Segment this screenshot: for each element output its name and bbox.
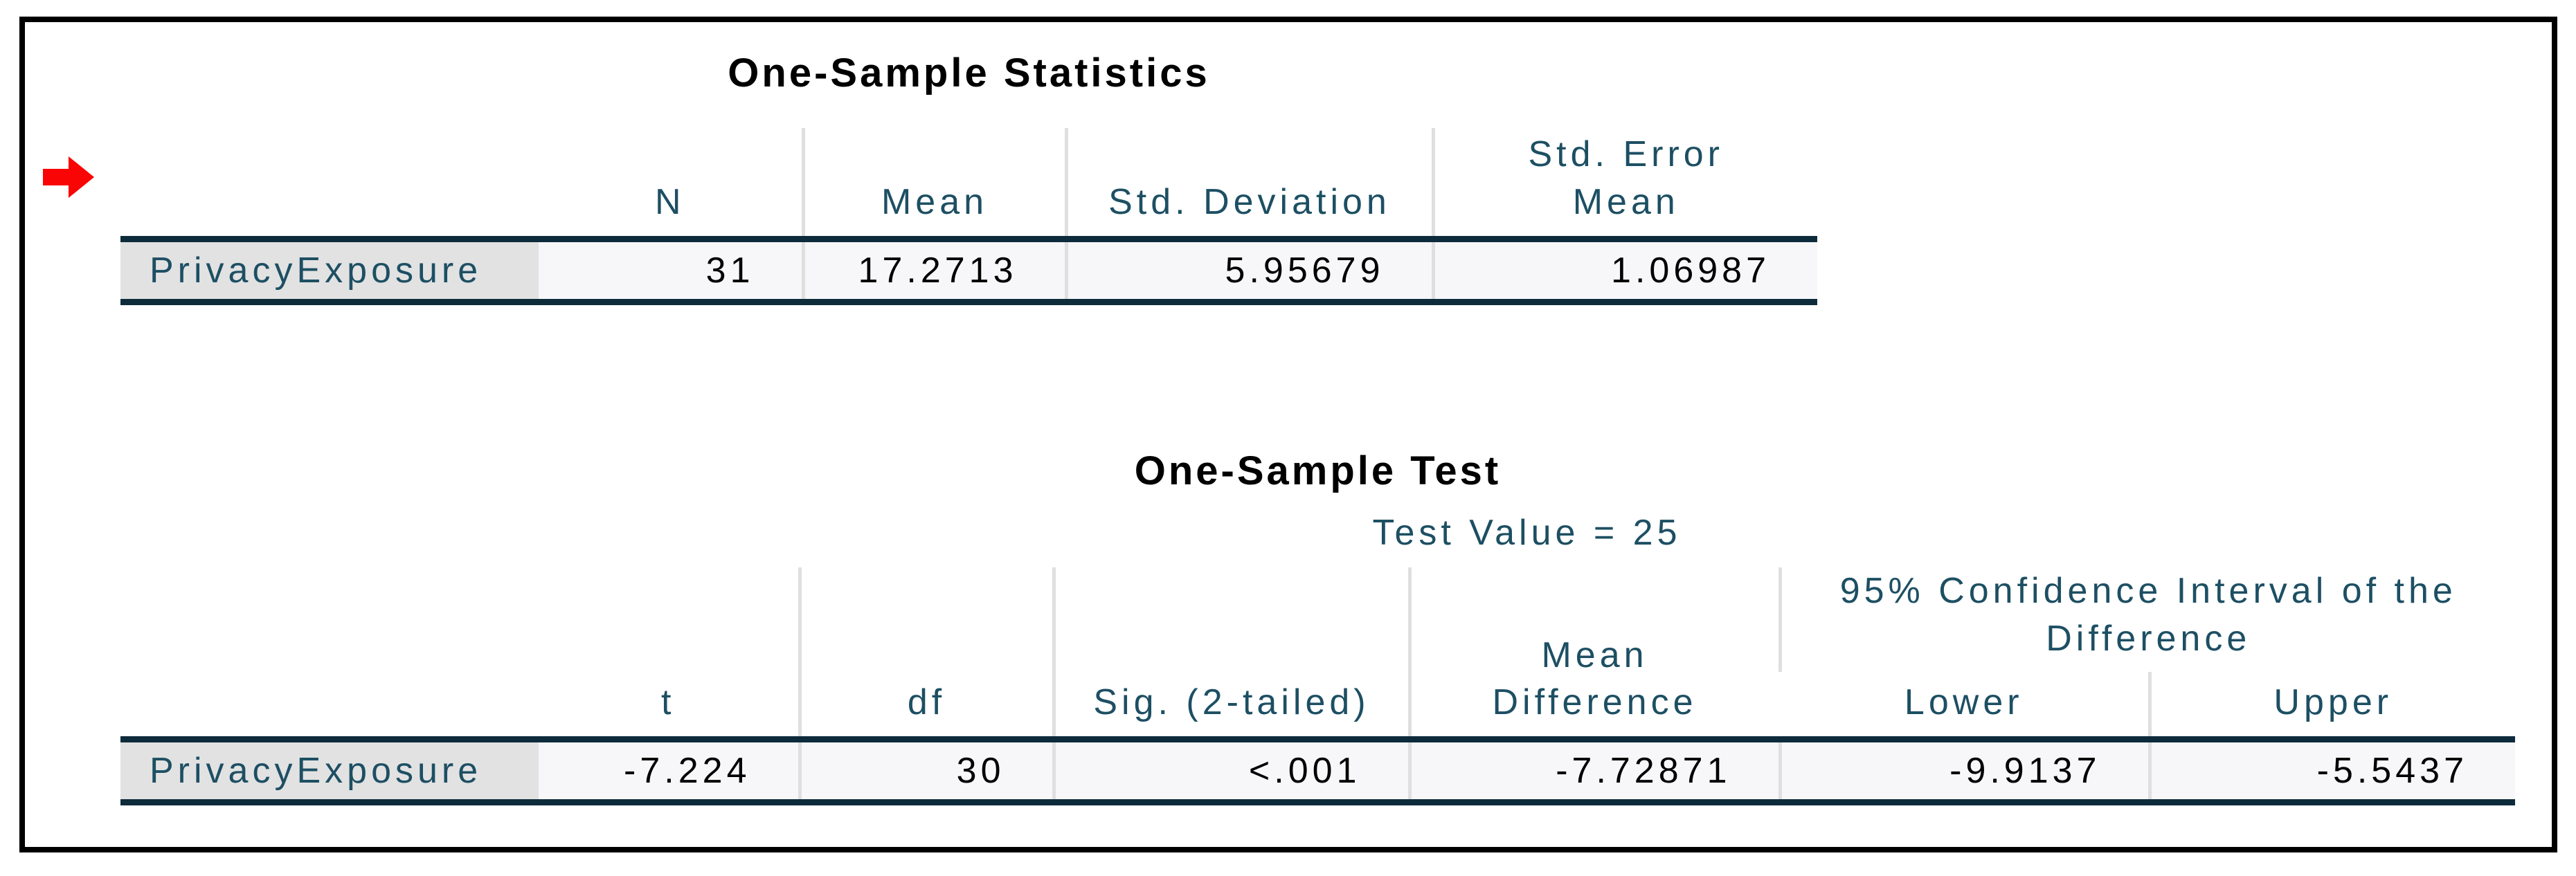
- one-sample-statistics-section: One-Sample Statistics N Mean Std. Deviat…: [120, 42, 1817, 305]
- value-n: 31: [539, 235, 803, 305]
- one-sample-test-section: One-Sample Test Test Value = 25 t df Sig…: [120, 443, 2515, 805]
- col-header-df: df: [798, 567, 1054, 740]
- value-ci-lower: -9.9137: [1778, 736, 2150, 805]
- value-ci-upper: -5.5437: [2147, 736, 2515, 805]
- corner-cell: [120, 498, 539, 739]
- col-header-mean-difference: Mean Difference: [1407, 567, 1780, 740]
- stats-table-title: One-Sample Statistics: [728, 50, 1210, 95]
- value-t: -7.224: [539, 736, 800, 805]
- ci-subheader-row: Lower Upper: [120, 672, 2515, 740]
- test-value-spanner-row: Test Value = 25: [120, 498, 2515, 567]
- col-header-t: t: [661, 682, 676, 723]
- col-header-upper: Upper: [2147, 672, 2515, 740]
- test-table-title: One-Sample Test: [1134, 448, 1502, 493]
- ci-spanner: 95% Confidence Interval of the Differenc…: [1778, 567, 2515, 673]
- value-mean-difference: -7.72871: [1407, 736, 1780, 805]
- value-std-error-mean: 1.06987: [1431, 235, 1817, 305]
- stats-header-row: N Mean Std. Deviation Std. Error Mean: [120, 128, 1817, 239]
- value-mean: 17.2713: [801, 235, 1066, 305]
- col-header-mean: Mean: [801, 128, 1066, 239]
- one-sample-statistics-table: N Mean Std. Deviation Std. Error Mean Pr…: [120, 104, 1817, 305]
- test-data-row: PrivacyExposure -7.224 30 <.001 -7.72871…: [120, 736, 2515, 805]
- col-header-std-deviation: Std. Deviation: [1064, 128, 1433, 239]
- row-label-privacyexposure: PrivacyExposure: [120, 235, 539, 305]
- test-value-spanner: Test Value = 25: [1372, 512, 1682, 553]
- col-header-lower: Lower: [1904, 682, 2024, 723]
- corner-cell: [120, 128, 539, 239]
- value-df: 30: [798, 736, 1054, 805]
- row-label-privacyexposure: PrivacyExposure: [120, 736, 539, 805]
- col-header-n: N: [654, 181, 685, 222]
- col-header-sig-2-tailed: Sig. (2-tailed): [1052, 567, 1409, 740]
- stats-data-row: PrivacyExposure 31 17.2713 5.95679 1.069…: [120, 235, 1817, 305]
- test-header-row: t df Sig. (2-tailed) Mean Difference 95%…: [120, 567, 2515, 740]
- one-sample-test-table: Test Value = 25 t df Sig. (2-tailed) Mea…: [120, 498, 2515, 805]
- value-std-deviation: 5.95679: [1064, 235, 1433, 305]
- value-sig-2-tailed: <.001: [1052, 736, 1409, 805]
- col-header-std-error-mean: Std. Error Mean: [1431, 128, 1817, 239]
- header-spacer-row: [120, 104, 1817, 128]
